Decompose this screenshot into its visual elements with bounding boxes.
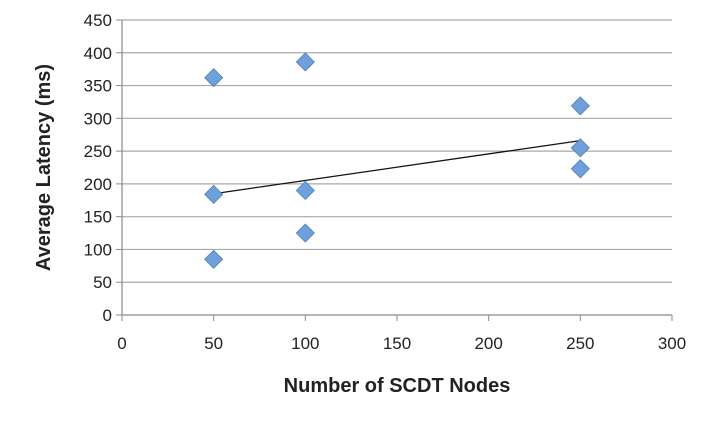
y-tick-label: 200 bbox=[84, 175, 112, 194]
y-tick-label: 50 bbox=[93, 273, 112, 292]
y-tick-labels: 0 50 100 150 200 250 300 350 400 450 bbox=[84, 11, 112, 325]
data-point bbox=[204, 184, 224, 204]
y-tick-label: 450 bbox=[84, 11, 112, 30]
axes bbox=[116, 19, 673, 321]
y-tick-label: 300 bbox=[84, 109, 112, 128]
grid-lines bbox=[122, 19, 672, 283]
x-axis-title: Number of SCDT Nodes bbox=[284, 375, 511, 397]
data-point bbox=[570, 96, 590, 116]
data-point bbox=[295, 52, 315, 72]
data-point bbox=[204, 249, 224, 269]
x-tick-labels: 0 50 100 150 200 250 300 bbox=[117, 334, 686, 353]
x-tick-label: 0 bbox=[117, 334, 126, 353]
data-point bbox=[295, 223, 315, 243]
x-tick-label: 50 bbox=[204, 334, 223, 353]
data-point bbox=[570, 159, 590, 179]
data-point bbox=[204, 68, 224, 88]
data-points bbox=[204, 52, 590, 269]
data-point bbox=[295, 180, 315, 201]
y-tick-label: 150 bbox=[84, 208, 112, 227]
y-tick-label: 100 bbox=[84, 240, 112, 259]
x-tick-label: 250 bbox=[566, 334, 594, 353]
y-tick-label: 250 bbox=[84, 142, 112, 161]
y-tick-label: 400 bbox=[84, 44, 112, 63]
trendline-layer bbox=[213, 139, 581, 195]
x-tick-label: 200 bbox=[474, 334, 502, 353]
y-axis-title: Average Latency (ms) bbox=[33, 64, 55, 271]
x-tick-label: 300 bbox=[658, 334, 686, 353]
x-tick-label: 100 bbox=[291, 334, 319, 353]
data-point bbox=[570, 138, 590, 158]
y-tick-label: 350 bbox=[84, 77, 112, 96]
y-tick-label: 0 bbox=[103, 306, 112, 325]
trendline bbox=[213, 139, 581, 195]
x-tick-label: 150 bbox=[383, 334, 411, 353]
